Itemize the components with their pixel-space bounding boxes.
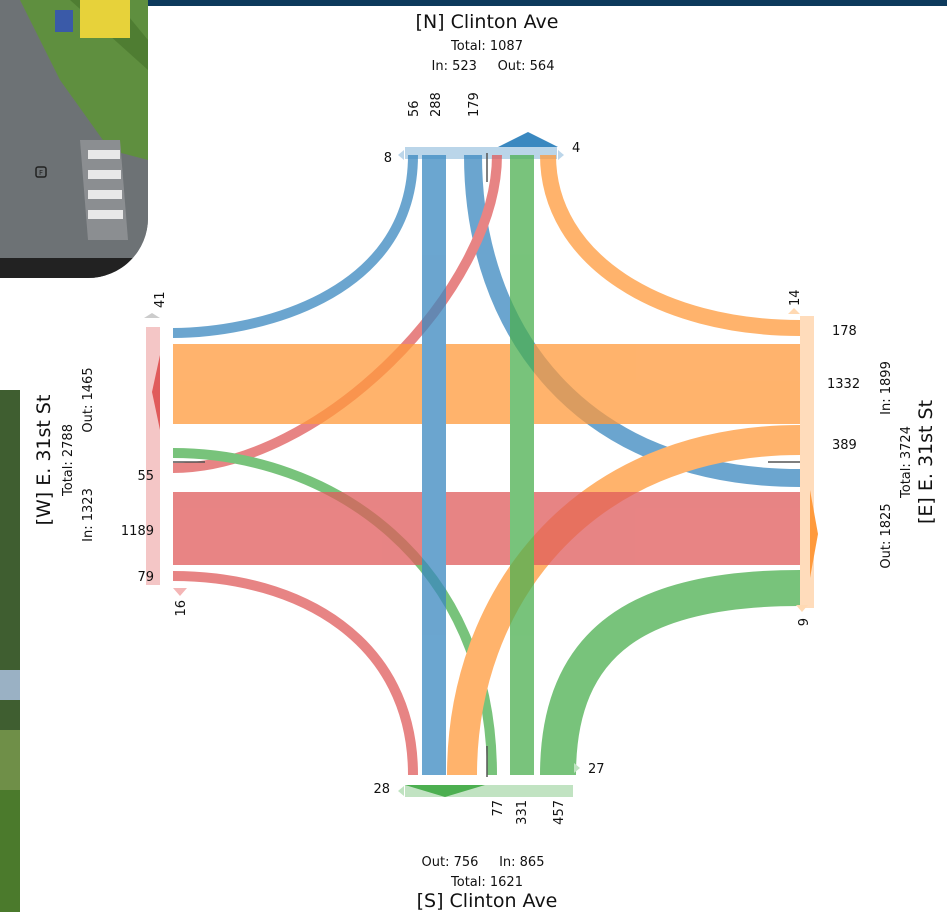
west-in: In: 1323 [81,488,96,542]
west-flow-label: 55 [137,469,154,484]
north-right-arrow-icon [558,150,564,160]
flow-north-to-west [172,154,418,338]
west-bottom-arrow-icon [173,588,187,596]
flow-south-to-north [510,155,534,775]
west-out-arrow-icon [152,355,160,430]
west-flow-label: 79 [137,570,154,585]
camera-image: F [0,0,148,278]
north-flow-label: 179 [467,92,482,117]
north-total: Total: 1087 [450,39,523,54]
east-flow-label: 1332 [827,377,860,392]
north-uturn-arrow-icon [398,150,404,160]
flow-east-to-north [540,154,801,336]
camera-feed-west[interactable] [0,390,20,912]
south-uturn-label: 28 [373,782,390,797]
north-flow-label: 288 [429,92,444,117]
north-right-label: 4 [572,141,580,156]
east-bottom-arrow-icon [796,605,808,612]
north-in-out: In: 523 Out: 564 [432,59,555,74]
east-top-label: 14 [788,289,803,306]
svg-text:F: F [39,169,43,177]
camera-feed-northwest[interactable]: F [0,0,148,278]
east-flow-label: 389 [832,438,857,453]
west-top-label: 41 [153,291,168,308]
south-total: Total: 1621 [450,875,523,890]
camera-image [0,390,20,912]
east-out-arrow-icon [810,490,818,578]
south-right-label: 27 [588,762,605,777]
east-in: In: 1899 [879,361,894,415]
south-out-arrow-icon [405,785,485,797]
top-bar [0,0,947,6]
east-bottom-label: 9 [797,618,812,626]
north-uturn-label: 8 [384,151,392,166]
east-top-arrow-icon [788,308,800,314]
north-flow-label: 56 [407,100,422,117]
west-flow-label: 1189 [121,524,154,539]
west-top-arrow-icon [144,313,160,318]
south-flow-label: 77 [491,800,506,817]
south-flow-label: 331 [515,800,530,825]
east-out: Out: 1825 [879,503,894,568]
flow-east-to-west [173,344,800,424]
south-flow-label: 457 [552,800,567,825]
flow-west-to-east [173,492,800,565]
north-out-arrow-icon [498,132,558,147]
east-total: Total: 3724 [899,426,914,499]
west-out: Out: 1465 [81,367,96,432]
south-in-out: Out: 756 In: 865 [422,855,545,870]
south-uturn-arrow-icon [398,786,404,796]
flow-south-to-east [540,570,801,776]
west-total: Total: 2788 [61,424,76,497]
south-right-arrow-icon [574,763,580,773]
west-bottom-label: 16 [174,600,189,617]
flow-north-to-south [422,155,446,775]
flow-west-to-south [172,571,418,776]
west-approach-name: [W] E. 31st St [33,395,55,526]
east-flow-label: 178 [832,324,857,339]
north-approach-name: [N] Clinton Ave [416,11,559,33]
east-approach-name: [E] E. 31st St [915,400,937,524]
south-approach-name: [S] Clinton Ave [417,890,558,912]
